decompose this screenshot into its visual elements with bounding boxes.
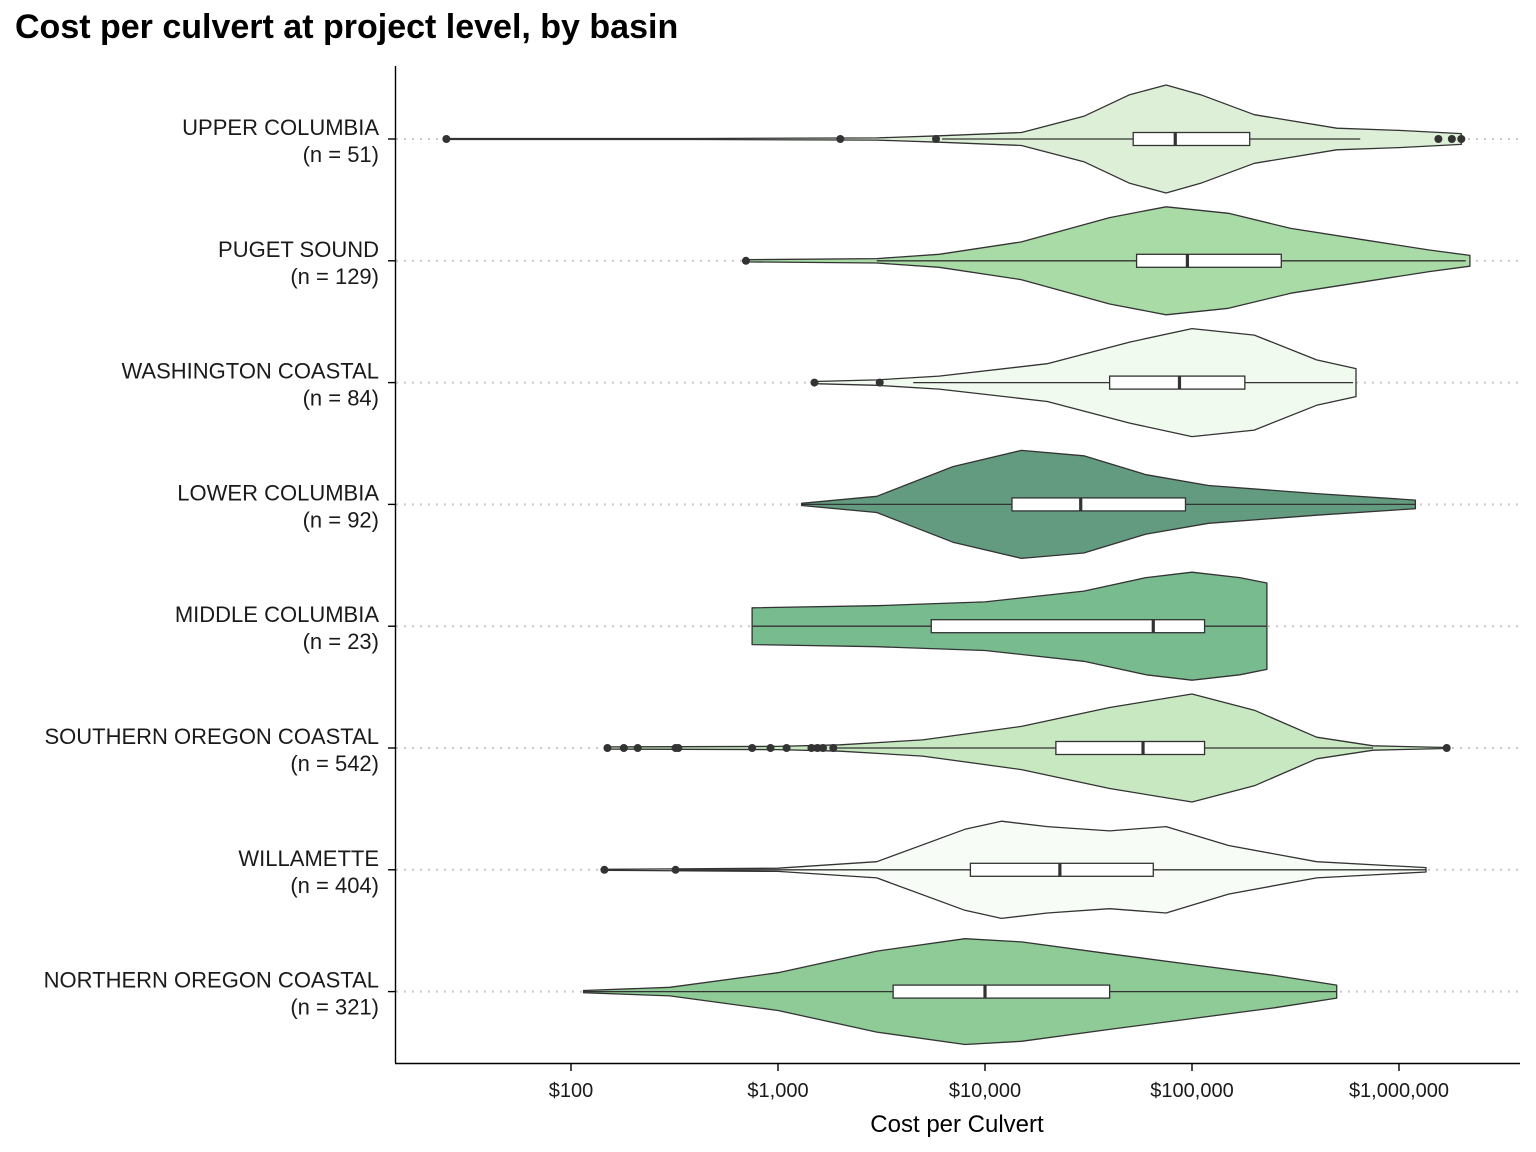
iqr-box xyxy=(1132,131,1251,147)
x-tick-label: $10,000 xyxy=(949,1080,1021,1102)
category-label: LOWER COLUMBIA xyxy=(177,480,379,505)
outlier-point xyxy=(442,135,451,143)
iqr-box xyxy=(1135,253,1282,268)
x-axis-title: Cost per Culvert xyxy=(870,1111,1044,1138)
outlier-point xyxy=(748,744,757,752)
category-label: MIDDLE COLUMBIA xyxy=(175,602,379,627)
outlier-point xyxy=(1447,135,1456,143)
outlier-point xyxy=(1434,135,1443,143)
outlier-point xyxy=(603,744,612,752)
category-count-label: (n = 23) xyxy=(303,629,379,654)
outlier-point xyxy=(819,744,828,752)
violins xyxy=(442,84,1471,1046)
category-label: UPPER COLUMBIA xyxy=(182,115,379,140)
iqr-box xyxy=(1108,375,1246,390)
outlier-point xyxy=(932,135,941,143)
category-count-label: (n = 84) xyxy=(303,386,379,411)
category-count-label: (n = 92) xyxy=(303,507,379,532)
x-tick-label: $100 xyxy=(549,1080,594,1102)
axes xyxy=(394,66,1520,1065)
iqr-box xyxy=(892,984,1111,999)
outlier-point xyxy=(810,378,819,387)
outlier-point xyxy=(600,865,609,874)
outlier-point xyxy=(1457,135,1466,143)
category-count-label: (n = 404) xyxy=(290,873,379,898)
outlier-point xyxy=(674,744,683,752)
category-label: WILLAMETTE xyxy=(238,846,379,871)
outlier-point xyxy=(813,744,822,752)
category-count-label: (n = 129) xyxy=(290,264,379,289)
category-count-label: (n = 321) xyxy=(290,995,379,1020)
outlier-point xyxy=(671,865,680,874)
x-tick-label: $1,000,000 xyxy=(1349,1080,1449,1102)
x-tick-label: $100,000 xyxy=(1150,1080,1233,1102)
iqr-box xyxy=(930,619,1206,634)
outlier-point xyxy=(633,744,642,752)
category-label: WASHINGTON COASTAL xyxy=(121,359,379,384)
category-label: NORTHERN OREGON COASTAL xyxy=(44,968,379,993)
outlier-point xyxy=(875,378,884,387)
outlier-point xyxy=(829,744,838,752)
outlier-point xyxy=(807,744,816,752)
category-count-label: (n = 542) xyxy=(290,751,379,776)
x-ticks: $100 $1,000 $10,000 $100,000 $1,000,000 xyxy=(549,1064,1449,1102)
outlier-point xyxy=(766,744,775,752)
iqr-box xyxy=(1055,740,1206,756)
category-labels: UPPER COLUMBIA(n = 51) PUGET SOUND(n = 12… xyxy=(44,115,380,1020)
outlier-point xyxy=(1442,744,1451,752)
outlier-point xyxy=(782,744,791,752)
iqr-box xyxy=(969,862,1154,877)
category-label: SOUTHERN OREGON COASTAL xyxy=(44,724,379,749)
outlier-point xyxy=(619,744,628,752)
iqr-box xyxy=(1011,497,1187,512)
category-count-label: (n = 51) xyxy=(303,142,379,167)
outlier-point xyxy=(741,256,750,265)
category-label: PUGET SOUND xyxy=(218,237,379,262)
x-tick-label: $1,000 xyxy=(747,1080,808,1102)
chart-title: Cost per culvert at project level, by ba… xyxy=(15,8,679,46)
outlier-point xyxy=(836,135,845,143)
